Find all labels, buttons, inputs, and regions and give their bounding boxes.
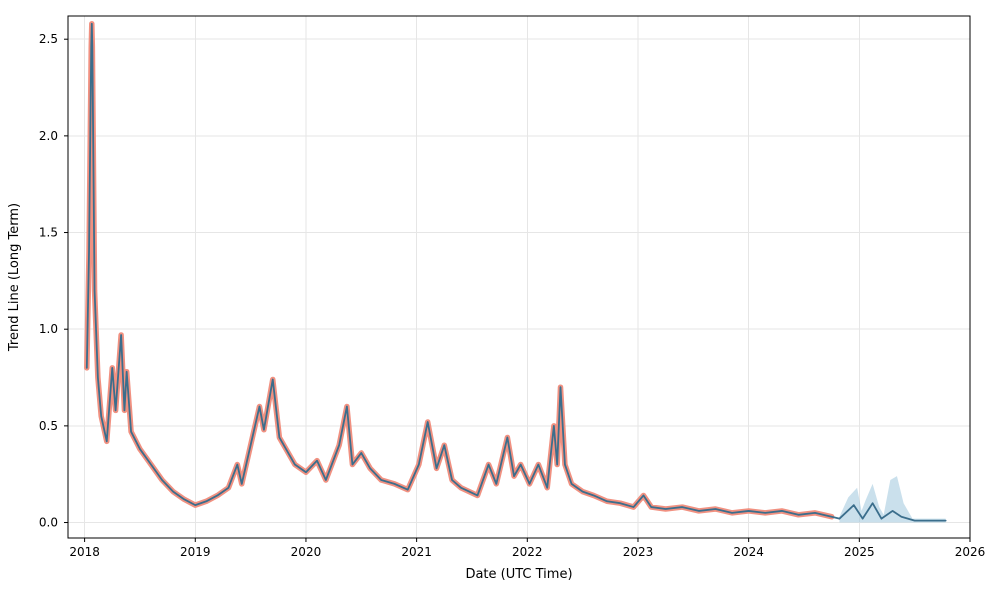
y-tick-label: 2.5 xyxy=(39,32,58,46)
x-tick-label: 2021 xyxy=(401,545,432,559)
y-tick-label: 1.5 xyxy=(39,226,58,240)
chart-container: 2018 2019 2020 2021 2022 2023 2024 2025 2026 0.0 0… xyxy=(0,0,988,590)
y-tick-label: 0.5 xyxy=(39,419,58,433)
x-tick-label: 2020 xyxy=(291,545,322,559)
y-tick-label: 0.0 xyxy=(39,516,58,530)
y-tick-label: 2.0 xyxy=(39,129,58,143)
x-tick-label: 2024 xyxy=(733,545,764,559)
trend-line-chart: 2018 2019 2020 2021 2022 2023 2024 2025 2026 0.0 0… xyxy=(0,0,988,590)
y-axis-label: Trend Line (Long Term) xyxy=(7,203,22,352)
x-tick-label: 2025 xyxy=(844,545,875,559)
x-tick-label: 2026 xyxy=(955,545,986,559)
x-tick-label: 2022 xyxy=(512,545,543,559)
x-tick-label: 2018 xyxy=(69,545,100,559)
x-axis-label: Date (UTC Time) xyxy=(465,567,572,582)
x-tick-label: 2023 xyxy=(623,545,654,559)
x-tick-label: 2019 xyxy=(180,545,211,559)
y-tick-label: 1.0 xyxy=(39,322,58,336)
